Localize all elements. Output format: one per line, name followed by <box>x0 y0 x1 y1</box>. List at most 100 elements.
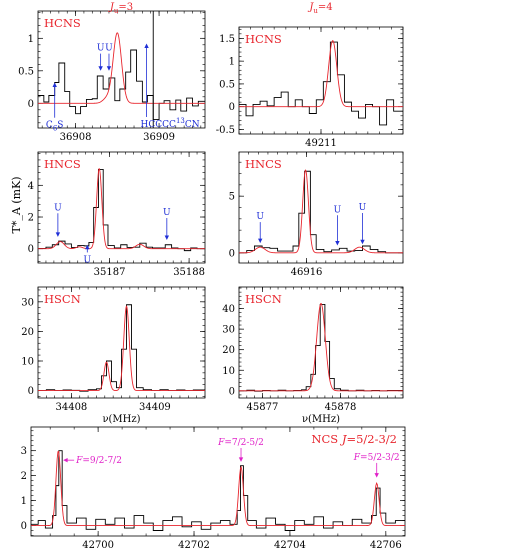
annotation-label: F=9/2-7/2 <box>75 456 122 466</box>
species-label: HNCS <box>245 157 282 171</box>
y-tick-label: 0.5 <box>219 79 235 90</box>
species-label: HCNS <box>44 16 81 30</box>
spectrum-data-histogram <box>38 168 205 252</box>
annotation-label: HCCCC13CN <box>141 117 200 130</box>
model-fit-line <box>38 168 205 250</box>
species-label: HNCS <box>44 157 81 171</box>
plot-area <box>38 168 205 252</box>
x-tick-label: 42700 <box>82 540 114 551</box>
annotation-arrowhead <box>238 457 244 462</box>
y-tick-label: 3 <box>21 446 27 457</box>
annotation-label: U <box>54 203 62 213</box>
plot-area <box>31 450 405 531</box>
annotation-arrowhead <box>55 232 61 237</box>
annotation-label: U <box>163 208 171 218</box>
panel-title: Ju=4 <box>307 2 332 15</box>
panel-frame <box>37 10 206 129</box>
plot-area <box>38 304 205 392</box>
panel-hncs-ju3: 35187 35188 0 2 4 U U U HNCS <box>28 151 206 278</box>
annotation-label: U <box>84 255 92 265</box>
annotation-arrowhead <box>360 239 365 245</box>
y-tick-label: -0.5 <box>216 125 235 136</box>
annotation-label: F=5/2-3/2 <box>353 453 400 463</box>
annotation-label: U <box>97 44 105 54</box>
annotation-arrowhead <box>164 235 170 241</box>
annotation-label: C6S <box>46 121 64 133</box>
y-tick-label: 0 <box>28 386 34 397</box>
annotation-arrowhead <box>52 82 57 87</box>
species-label: HSCN <box>245 292 282 306</box>
spectrum-data-histogram <box>239 170 403 254</box>
spectrum-data-histogram <box>38 49 205 120</box>
species-label: HCNS <box>245 32 282 46</box>
annotation-arrowhead <box>63 457 68 463</box>
y-tick-label: 10 <box>222 366 235 377</box>
model-fit-line <box>239 169 403 254</box>
annotation-arrowhead <box>85 244 90 250</box>
annotation-label: U <box>256 212 264 222</box>
x-tick-label: 42702 <box>178 540 210 551</box>
x-tick-label: 34408 <box>55 402 87 413</box>
y-tick-label: 1 <box>28 34 34 45</box>
x-tick-label: 34409 <box>139 402 171 413</box>
annotation-arrowhead <box>106 66 112 71</box>
panel-hscn-ju4: 45877 45878 0 10 20 30 40 HSCN ν(MHz) <box>222 286 404 425</box>
y-tick-label: 0 <box>229 248 235 259</box>
plot-area <box>38 11 205 128</box>
plot-area <box>239 169 403 254</box>
y-tick-label: 2 <box>28 213 34 224</box>
y-tick-label: 0 <box>28 244 34 255</box>
y-tick-label: 0 <box>229 102 235 113</box>
annotation-label: U <box>359 203 367 213</box>
x-tick-label: 35188 <box>173 267 205 278</box>
y-axis-label: T*_A (mK) <box>10 176 23 233</box>
x-tick-label: 49211 <box>305 138 337 149</box>
panel-hscn-ju3: 34408 34409 0 10 20 30 HSCN ν(MHz) <box>21 286 206 425</box>
y-tick-label: 1 <box>229 57 235 68</box>
panel-frame <box>238 286 404 399</box>
y-tick-label: 20 <box>222 345 235 356</box>
x-tick-label: 36908 <box>60 132 92 143</box>
panel-hcns-ju4: 49211 -0.5 0 0.5 1 1.5 HCNS Ju=4 <box>216 2 404 149</box>
y-tick-label: 0 <box>21 521 27 532</box>
model-fit-line <box>239 302 403 392</box>
spectrum-data-histogram <box>239 304 403 392</box>
x-tick-label: 46916 <box>291 267 323 278</box>
y-tick-label: 2 <box>21 471 27 482</box>
annotation-label: U <box>105 44 113 54</box>
y-tick-label: 4 <box>28 181 34 192</box>
model-fit-line <box>38 32 205 104</box>
y-tick-label: 30 <box>222 325 235 336</box>
spectrum-data-histogram <box>239 41 403 126</box>
x-tick-label: 45878 <box>325 402 357 413</box>
y-tick-label: 10 <box>21 357 34 368</box>
y-tick-label: 30 <box>21 297 34 308</box>
x-axis-label: ν(MHz) <box>302 414 340 425</box>
x-tick-label: 42704 <box>274 540 306 551</box>
x-tick-label: 45877 <box>247 402 279 413</box>
plot-area <box>239 40 403 126</box>
model-fit-line <box>31 450 405 526</box>
annotation-arrowhead <box>374 473 379 478</box>
y-tick-label: 5 <box>229 192 235 203</box>
y-tick-label: 0.5 <box>18 66 34 77</box>
panel-title: Ju=3 <box>108 2 133 15</box>
y-tick-label: 20 <box>21 327 34 338</box>
y-tick-label: 0 <box>28 99 34 110</box>
species-label: NCS J=5/2-3/2 <box>311 432 397 446</box>
annotation-arrowhead <box>258 238 263 244</box>
panel-frame <box>37 151 206 264</box>
x-axis-label: ν(MHz) <box>102 414 140 425</box>
panel-hncs-ju4: 46916 0 5 U U U HNCS <box>229 151 404 278</box>
x-tick-label: 35187 <box>94 267 126 278</box>
annotation-arrowhead <box>335 240 340 246</box>
annotation-arrowhead <box>144 43 149 48</box>
y-tick-label: 40 <box>222 304 235 315</box>
x-tick-label: 42706 <box>370 540 402 551</box>
model-fit-line <box>239 40 403 108</box>
panel-hcns-ju3: 36908 36909 0 0.5 1 C6S U U HCCCC13CN HCNS Ju=3 <box>18 2 206 143</box>
spectrum-data-histogram <box>31 450 405 531</box>
y-tick-label: 1.5 <box>219 34 235 45</box>
annotation-label: U <box>334 205 342 215</box>
